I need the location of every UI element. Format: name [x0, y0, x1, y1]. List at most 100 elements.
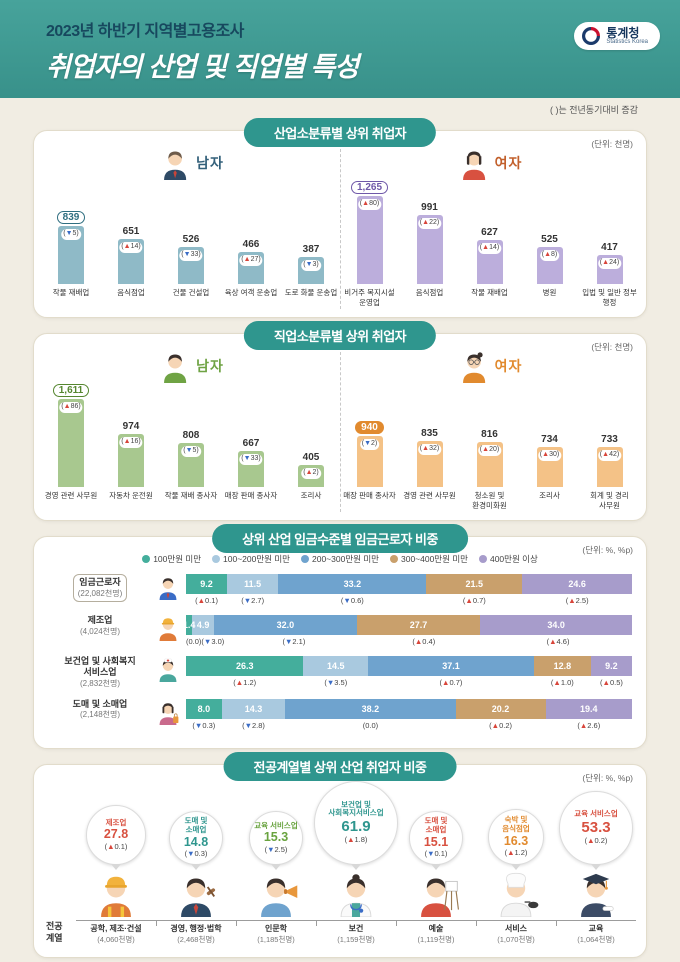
wage-row: 도매 및 소매업 (2,148천명) 8.0 14.3 38.2 20.2 19.4 (…: [48, 698, 632, 730]
change-value: (▼0.6): [340, 596, 364, 605]
bubble-share-value: 61.9: [341, 818, 371, 836]
change-badge: (▼33): [179, 250, 203, 261]
segment-value: 14.3: [244, 703, 263, 714]
bubble-industry-label: 보건업 및 사회복지서비스업: [328, 799, 384, 818]
bubble-share-value: 53.3: [581, 818, 611, 836]
bar-value-label: 387: [302, 244, 320, 255]
change-value: (▼3.5): [324, 678, 348, 687]
legend-label: 300~400만원 미만: [400, 554, 468, 564]
bubble-tail-icon: [511, 863, 521, 870]
change-value: (▲1.2): [233, 678, 257, 687]
segment-change: (▲0.7): [368, 678, 534, 687]
bar-category-label: 자동차 운전원: [109, 491, 153, 500]
bar-category-label: 조리사: [539, 491, 560, 500]
major-field-count: (1,185천명): [257, 935, 295, 945]
bar-column: 940 (▼2) 매장 판매 종사자: [342, 421, 397, 512]
segment-changes: (▲0.1) (▼2.7) (▼0.6) (▲0.7) (▲2.5): [186, 596, 632, 605]
change-value: (▼5): [63, 230, 79, 237]
change-value: (▲27): [241, 256, 261, 263]
change-badge: (▼5): [61, 229, 81, 240]
change-value: (▼3): [303, 261, 319, 268]
legend-label: 100~200만원 미만: [223, 554, 290, 564]
segment-change: (▼3.0): [201, 637, 224, 646]
bar-value-label: 667: [242, 438, 260, 449]
bar: (▼33): [178, 247, 204, 284]
panel-wage-title: 상위 산업 임금수준별 임금근로자 비중: [212, 524, 468, 553]
change-value: (▼33): [181, 251, 201, 258]
segment-value: 27.7: [409, 620, 428, 630]
bar-column: 808 (▼5) 작물 재배 종사자: [164, 430, 219, 512]
bar-category-label: 조리사: [300, 491, 322, 500]
bar-value-label: 816: [481, 429, 498, 440]
bar-category-label: 음식점업: [117, 288, 145, 297]
change-value: (▲24): [599, 259, 620, 266]
gender-group-female: 여자 1,265 (▲80) 비거주 복지시설 운영업 991 (▲22) 음식…: [340, 149, 638, 309]
bubble-change: (▼0.1): [425, 849, 448, 858]
change-value: (▼2.1): [282, 637, 306, 646]
segment-value: 38.2: [361, 703, 380, 714]
major-column: 숙박 및 음식점업 16.3 (▲1.2) 서비스 (1,070천명): [476, 808, 556, 949]
bubble-industry-label: 제조업: [105, 817, 127, 827]
bar: (▲20): [476, 442, 503, 487]
bubble-change: (▼0.3): [185, 849, 208, 858]
construction-worker-icon: [93, 871, 139, 917]
bubble-change: (▲0.2): [585, 836, 608, 845]
segment-change: (▲0.4): [364, 637, 485, 646]
gender-group-male: 남자 1,611 (▲86) 경영 관련 사무원 974 (▲16) 자동차 운…: [42, 352, 340, 512]
bar-column: 991 (▲22) 음식점업: [402, 202, 457, 309]
segment-value: 14.5: [327, 661, 345, 671]
statistics-korea-logo: 통계청 Statistics Korea: [574, 22, 660, 50]
page-title: 취업자의 산업 및 직업별 특성: [46, 52, 359, 82]
wage-row: 임금근로자 (22,082천명) 9.2 11.5 33.2 21.5 24.6 (▲0…: [48, 574, 632, 605]
bar-column: 734 (▲30) 조리사: [522, 434, 577, 512]
gender-header: 남자: [158, 146, 224, 180]
bar-column: 839 (▼5) 작물 재배업: [44, 211, 99, 309]
change-value: (▼5): [183, 447, 199, 454]
bar: (▲22): [416, 215, 443, 284]
wage-legend: 100만원 미만 100~200만원 미만 200~300만원 미만 300~400만…: [34, 537, 646, 565]
gender-label: 여자: [494, 358, 523, 374]
bar-column: 466 (▲27) 육상 여객 운송업: [224, 239, 279, 309]
wage-segment: 24.6: [522, 574, 632, 594]
legend-dot-icon: [478, 555, 487, 563]
major-field-count: (4,060천명): [97, 935, 135, 945]
bar-column: 974 (▲16) 자동차 운전원: [104, 421, 159, 512]
gender-header: 여자: [457, 146, 523, 180]
gender-label: 남자: [196, 155, 224, 171]
change-value: (▲80): [359, 200, 380, 207]
row-count: (22,082천명): [77, 588, 123, 598]
wage-segment: 37.1: [368, 656, 534, 676]
bubble-industry-label: 숙박 및 음식점업: [502, 815, 530, 833]
change-badge: (▲8): [539, 250, 560, 261]
change-badge: (▲30): [537, 450, 562, 461]
major-footer: 예술 (1,119천명): [396, 919, 476, 949]
legend-item: 200~300만원 미만: [301, 553, 379, 565]
major-field-count: (1,064천명): [577, 935, 615, 945]
woman-bun-avatar: [457, 349, 491, 383]
segment-change: (▲0.1): [186, 596, 227, 605]
change-value: (▲0.7): [439, 678, 463, 687]
major-field-count: (1,159천명): [337, 935, 375, 945]
wage-segment: 19.4: [545, 698, 632, 719]
segment-change: (▼0.6): [278, 596, 426, 605]
wage-segment: 32.0: [214, 615, 357, 635]
change-value: (▲22): [419, 219, 440, 226]
bar-value-label: 405: [302, 452, 320, 463]
legend-dot-icon: [301, 555, 309, 563]
legend-label: 200~300만원 미만: [312, 554, 379, 564]
major-column: 도매 및 소매업 14.8 (▼0.3) 경영, 행정·법학 (2,468천명): [156, 810, 236, 949]
change-badge: (▲27): [239, 255, 263, 266]
wage-segment: 1.4: [183, 615, 195, 635]
panel-occupation-title: 직업소분류별 상위 취업자: [243, 321, 437, 350]
legend-item: 400만원 이상: [478, 553, 538, 565]
chef-icon: [493, 871, 539, 917]
bubble-share-value: 16.3: [503, 833, 529, 848]
bar-category-label: 건물 건설업: [172, 288, 210, 297]
bar-column: 387 (▼3) 도로 화물 운송업: [284, 244, 339, 309]
bar: (▲86): [58, 399, 84, 487]
change-value: (▼2.8): [242, 720, 265, 730]
major-column: 보건업 및 사회복지서비스업 61.9 (▲1.8) 보건 (1,159천명): [314, 780, 398, 949]
panel-industry: 산업소분류별 상위 취업자 (단위: 천명) 남자 839 (▼5) 작물 재배…: [33, 118, 647, 318]
change-value: (▲14): [121, 243, 141, 250]
